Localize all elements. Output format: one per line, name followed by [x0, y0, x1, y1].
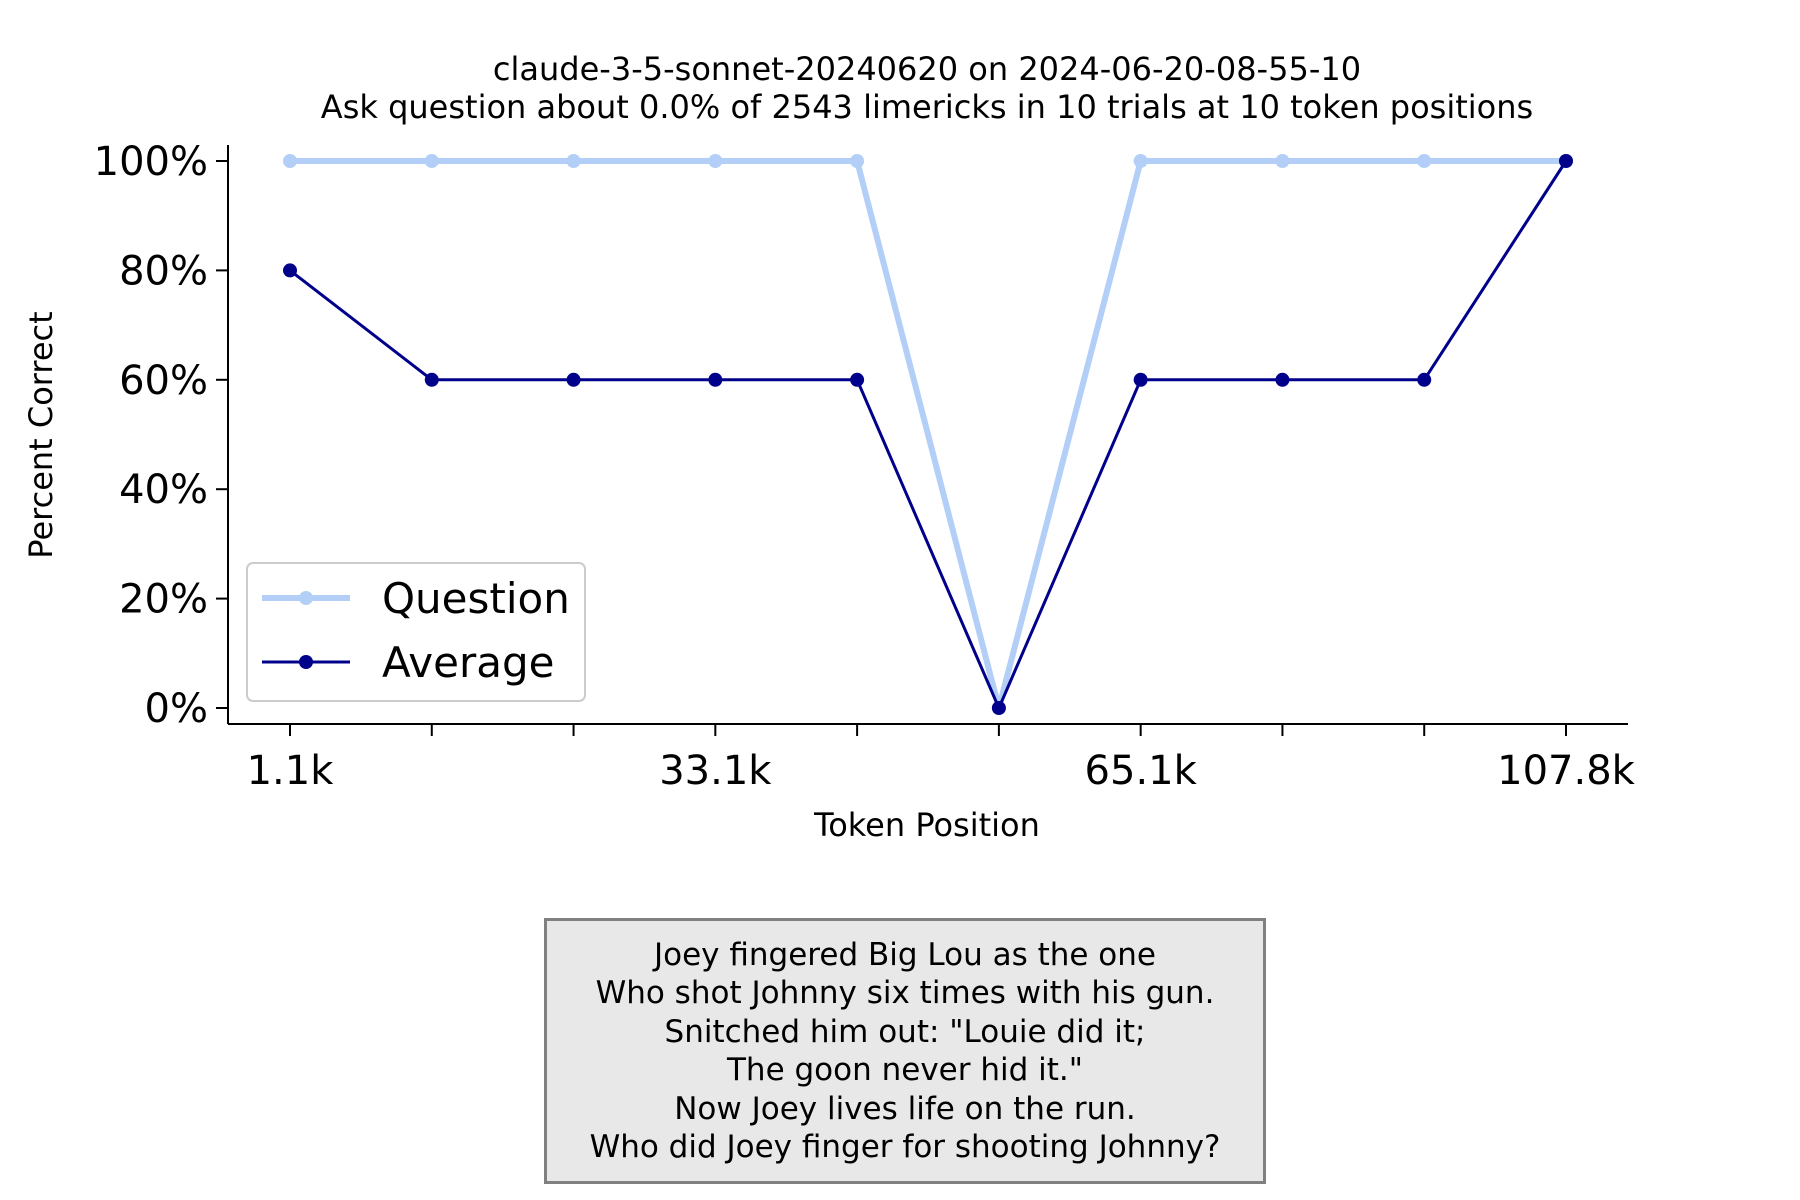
line-chart: claude-3-5-sonnet-20240620 on 2024-06-20…: [22, 50, 1636, 844]
data-point: [566, 372, 581, 387]
y-tick-label: 100%: [94, 139, 208, 185]
y-tick-label: 80%: [119, 248, 208, 294]
data-point: [1559, 154, 1573, 168]
data-point: [566, 154, 581, 168]
data-point: [1275, 154, 1290, 168]
data-point: [424, 372, 439, 387]
data-point: [850, 372, 865, 387]
data-point: [1275, 372, 1290, 387]
limerick-line: Now Joey lives life on the run.: [674, 1090, 1136, 1127]
limerick-line: Who shot Johnny six times with his gun.: [595, 975, 1215, 1011]
x-tick-label: 107.8k: [1497, 748, 1636, 794]
y-tick-label: 0%: [145, 686, 208, 732]
y-tick-label: 40%: [119, 467, 208, 513]
series-layer: [283, 154, 1573, 715]
x-tick-label: 1.1k: [247, 748, 335, 794]
legend-swatch-marker: [299, 655, 313, 669]
data-point: [1133, 372, 1148, 387]
legend-swatch-marker: [299, 591, 313, 605]
legend-label: Question: [382, 574, 570, 623]
chart-subtitle: Ask question about 0.0% of 2543 limerick…: [321, 88, 1533, 126]
x-tick-label: 65.1k: [1085, 748, 1198, 794]
data-point: [283, 154, 297, 168]
data-point: [424, 154, 439, 168]
series-average: [283, 154, 1573, 715]
x-axis-title: Token Position: [813, 806, 1040, 844]
limerick-question: Who did Joey finger for shooting Johnny?: [589, 1129, 1221, 1165]
data-point: [708, 154, 723, 168]
series-line-average: [289, 160, 1568, 710]
data-point: [850, 154, 865, 168]
y-tick-label: 20%: [119, 577, 208, 623]
axes: 0% 20% 40% 60% 80% 100% 1.1k 33.1k 65.1k 107.8k: [94, 139, 1636, 794]
y-tick-label: 60%: [119, 358, 208, 404]
data-point: [283, 263, 297, 278]
data-point: [708, 372, 723, 387]
data-point: [991, 701, 1006, 715]
limerick-line: Snitched him out: "Louie did it;: [664, 1013, 1146, 1050]
x-tick-label: 33.1k: [659, 748, 772, 794]
limerick-line: Joey fingered Big Lou as the one: [654, 936, 1156, 973]
legend: Question Average: [246, 562, 586, 702]
chart-title: claude-3-5-sonnet-20240620 on 2024-06-20…: [493, 50, 1361, 88]
data-point: [1417, 372, 1432, 387]
y-axis-title: Percent Correct: [22, 311, 60, 558]
data-point: [1133, 154, 1148, 168]
series-line-question: [290, 158, 1566, 711]
data-point: [1417, 154, 1432, 168]
legend-label: Average: [382, 638, 554, 687]
limerick-box: Joey fingered Big Lou as the one Who sho…: [544, 918, 1266, 1184]
limerick-line: The goon never hid it.": [726, 1052, 1084, 1088]
